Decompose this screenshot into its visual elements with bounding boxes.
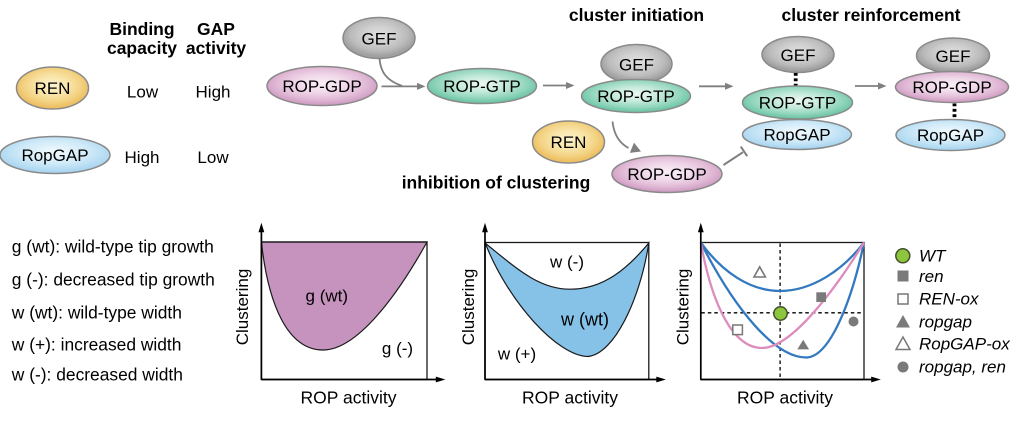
svg-text:GEF: GEF bbox=[781, 46, 816, 65]
svg-text:capacity: capacity bbox=[107, 38, 177, 58]
svg-text:High: High bbox=[125, 148, 160, 167]
svg-text:Clustering: Clustering bbox=[459, 269, 478, 346]
svg-text:Low: Low bbox=[197, 148, 229, 167]
svg-text:g (-): g (-) bbox=[382, 339, 413, 358]
svg-text:Low: Low bbox=[127, 83, 159, 102]
svg-text:GAP: GAP bbox=[197, 19, 235, 39]
svg-text:g (wt): wild-type tip growth: g (wt): wild-type tip growth bbox=[12, 236, 214, 256]
svg-text:ROP-GDP: ROP-GDP bbox=[627, 165, 706, 184]
svg-text:cluster reinforcement: cluster reinforcement bbox=[782, 5, 961, 25]
svg-text:High: High bbox=[196, 83, 231, 102]
svg-text:RopGAP: RopGAP bbox=[21, 146, 88, 165]
svg-text:ROP activity: ROP activity bbox=[522, 388, 618, 408]
svg-text:cluster initiation: cluster initiation bbox=[569, 5, 704, 25]
svg-text:RopGAP: RopGAP bbox=[763, 126, 830, 145]
svg-text:ren: ren bbox=[919, 267, 944, 286]
svg-text:ROP-GDP: ROP-GDP bbox=[282, 77, 361, 96]
svg-text:Clustering: Clustering bbox=[233, 269, 252, 346]
svg-text:GEF: GEF bbox=[936, 47, 971, 66]
svg-text:ROP activity: ROP activity bbox=[737, 388, 833, 408]
svg-text:REN: REN bbox=[35, 79, 71, 98]
svg-text:RopGAP-ox: RopGAP-ox bbox=[919, 335, 1010, 354]
svg-text:w (wt): w (wt) bbox=[560, 310, 609, 330]
svg-text:g (-): decreased tip growth: g (-): decreased tip growth bbox=[12, 270, 215, 290]
svg-text:ropgap: ropgap bbox=[919, 313, 972, 332]
svg-text:ropgap, ren: ropgap, ren bbox=[919, 358, 1006, 377]
svg-text:g (wt): g (wt) bbox=[306, 286, 349, 305]
svg-text:ROP-GDP: ROP-GDP bbox=[912, 78, 991, 97]
svg-text:w (-): w (-) bbox=[549, 253, 584, 272]
svg-text:Binding: Binding bbox=[109, 19, 174, 39]
svg-text:REN-ox: REN-ox bbox=[919, 290, 979, 309]
svg-text:w (+): increased width: w (+): increased width bbox=[11, 335, 182, 355]
svg-text:RopGAP: RopGAP bbox=[917, 126, 984, 145]
svg-text:activity: activity bbox=[186, 38, 247, 58]
svg-text:w (wt): wild-type width: w (wt): wild-type width bbox=[11, 302, 182, 322]
svg-text:REN: REN bbox=[551, 133, 587, 152]
svg-text:ROP-GTP: ROP-GTP bbox=[597, 87, 674, 106]
svg-text:GEF: GEF bbox=[362, 30, 397, 49]
svg-text:Clustering: Clustering bbox=[674, 269, 693, 346]
svg-text:w (+): w (+) bbox=[497, 345, 536, 364]
svg-text:inhibition of clustering: inhibition of clustering bbox=[402, 172, 591, 192]
svg-text:ROP activity: ROP activity bbox=[301, 388, 397, 408]
svg-text:ROP-GTP: ROP-GTP bbox=[443, 77, 520, 96]
svg-text:ROP-GTP: ROP-GTP bbox=[759, 94, 836, 113]
svg-text:WT: WT bbox=[919, 247, 947, 266]
svg-text:GEF: GEF bbox=[619, 56, 654, 75]
svg-text:w (-): decreased width: w (-): decreased width bbox=[11, 365, 183, 385]
